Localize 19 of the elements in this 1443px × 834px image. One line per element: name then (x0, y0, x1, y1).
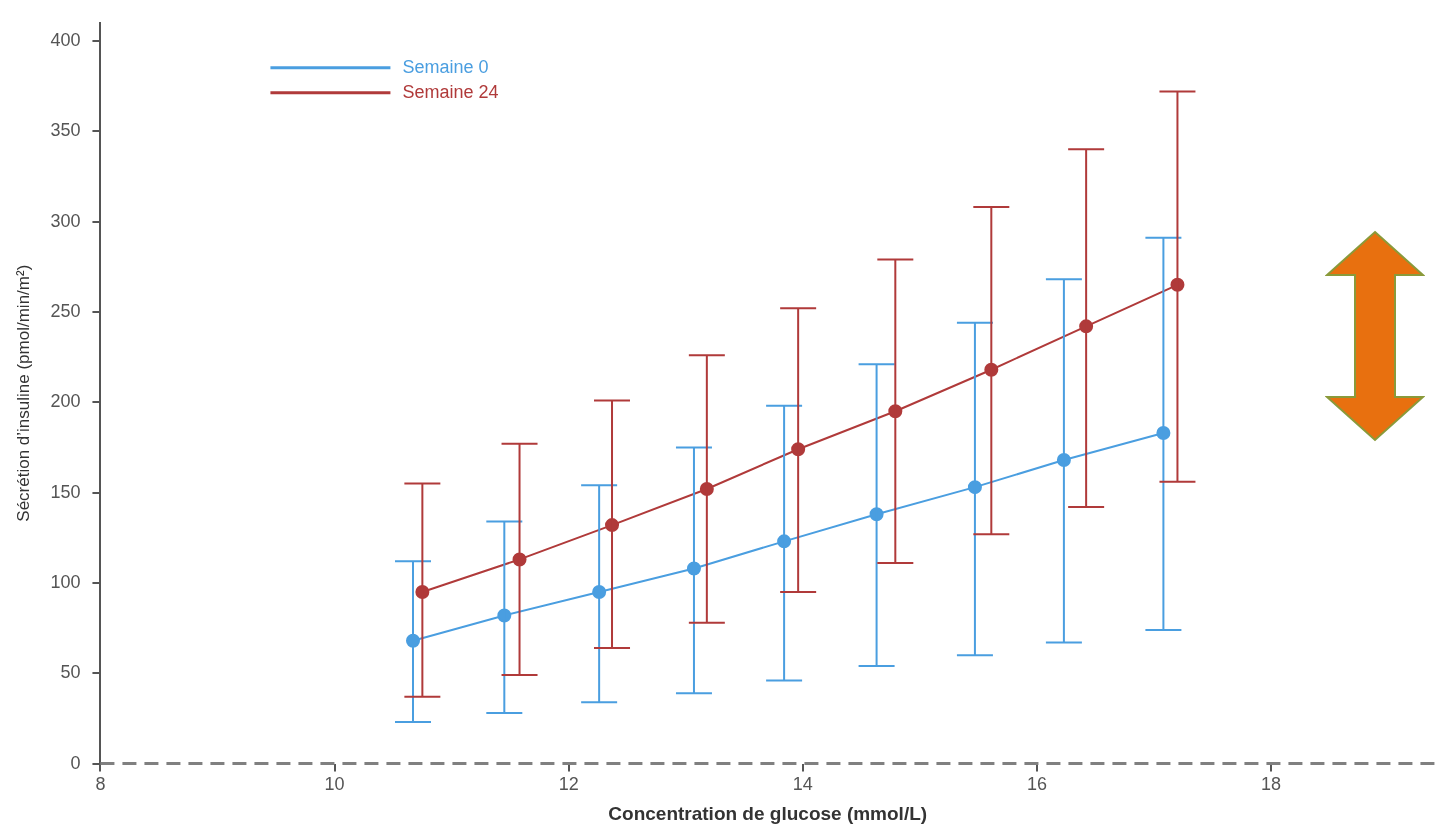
y-tick-label: 0 (70, 752, 81, 773)
x-tick-label: 8 (95, 774, 106, 795)
text: Semaine 0 (402, 56, 489, 77)
y-tick-label: 300 (50, 210, 81, 231)
x-tick-label: 12 (558, 774, 579, 795)
y-tick-label: 350 (50, 120, 81, 141)
y-tick-label: 200 (50, 391, 81, 412)
x-tick-label: 16 (1026, 774, 1047, 795)
text: Semaine 24 (402, 81, 499, 102)
y-tick-label: 250 (50, 300, 81, 321)
y-axis-title: Sécrétion d’insuline (pmol/min/m²) (13, 264, 33, 522)
x-tick-label: 18 (1261, 774, 1282, 795)
y-tick-label: 150 (50, 481, 81, 502)
x-tick-label: 10 (324, 774, 345, 795)
y-tick-label: 400 (50, 29, 81, 50)
y-tick-label: 50 (60, 662, 81, 683)
x-axis-title: Concentration de glucose (mmol/L) (608, 802, 928, 824)
x-tick-label: 14 (792, 774, 813, 795)
y-tick-label: 100 (50, 571, 81, 592)
